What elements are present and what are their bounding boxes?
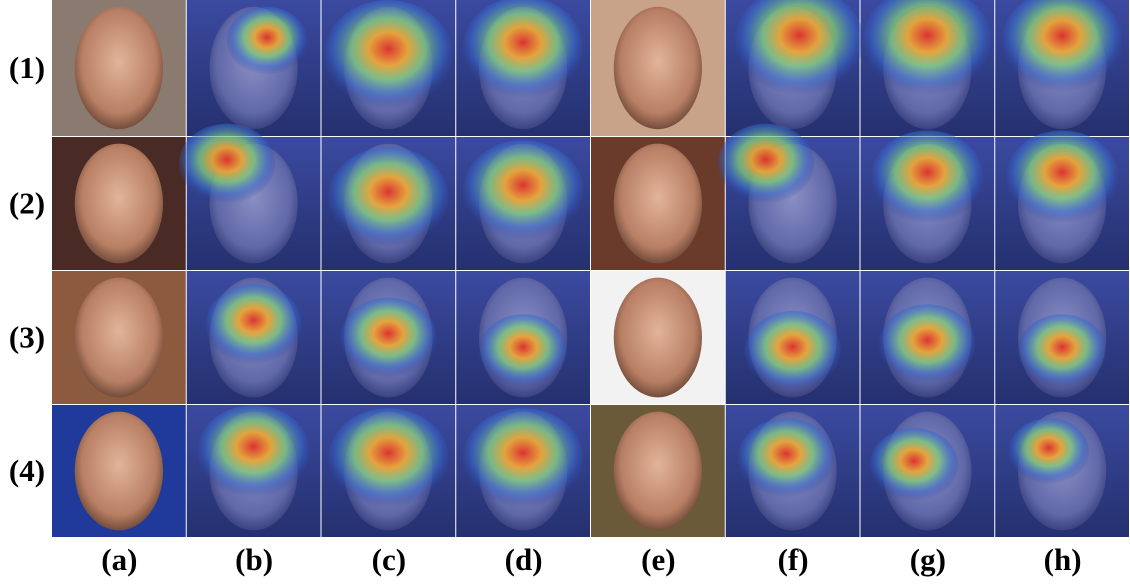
heatmap: [479, 314, 567, 387]
figure: (1) (2) (3) (4) (a) (b) (c) (d) (e) (f) (g) (h): [0, 0, 1130, 581]
attention-map: [861, 130, 995, 270]
heatmap: [744, 311, 840, 391]
attention-map: [456, 0, 590, 136]
attention-map: [726, 0, 864, 136]
heatmap: [328, 147, 448, 247]
column-label: (e): [641, 542, 675, 577]
column-label: (c): [372, 542, 406, 577]
heatmap: [1009, 418, 1089, 484]
heatmap: [879, 304, 975, 384]
column-label: (f): [778, 542, 809, 577]
face: [75, 412, 163, 531]
column-label: (h): [1044, 542, 1082, 577]
face: [75, 7, 163, 129]
face-photo: [591, 0, 725, 136]
heatmap: [324, 0, 452, 109]
attention-map: [995, 405, 1129, 537]
face-photo: [591, 405, 725, 537]
face: [75, 278, 163, 398]
attention-map: [995, 130, 1129, 270]
column-label: (d): [505, 542, 543, 577]
column-label: (g): [910, 542, 946, 577]
face-photo: [52, 271, 186, 404]
heatmap: [179, 124, 275, 204]
attention-map: [861, 271, 995, 404]
attention-map: [726, 405, 860, 537]
face-photo: [52, 405, 186, 537]
attention-map: [456, 271, 590, 404]
attention-map: [726, 271, 860, 404]
face: [614, 7, 702, 129]
heatmap: [1006, 130, 1118, 223]
attention-map: [995, 0, 1129, 136]
attention-map: [861, 0, 995, 136]
face-photo: [52, 137, 186, 270]
face: [614, 278, 702, 398]
row-label: (3): [9, 320, 45, 355]
attention-map: [456, 405, 590, 537]
face: [614, 144, 702, 264]
attention-map: [179, 124, 321, 270]
heatmap: [1018, 314, 1106, 387]
attention-map: [718, 124, 860, 270]
face: [75, 144, 163, 264]
face-photo: [591, 137, 725, 270]
attention-map: [456, 137, 590, 270]
heatmap: [328, 408, 448, 507]
attention-map: [995, 271, 1129, 404]
row-label: (1): [9, 50, 45, 85]
attention-map: [322, 0, 456, 136]
heatmap: [227, 7, 307, 75]
heatmap: [738, 418, 834, 497]
attention-map: [322, 271, 456, 404]
heatmap: [463, 140, 583, 240]
attention-map: [322, 405, 456, 537]
heatmap: [340, 298, 436, 378]
face-photo: [52, 0, 186, 136]
heatmap: [463, 0, 583, 99]
heatmap: [197, 405, 309, 497]
face-photo: [591, 271, 725, 404]
heatmap: [205, 284, 301, 364]
column-label: (a): [101, 542, 137, 577]
row-label: (4): [9, 453, 45, 488]
image-grid: [52, 0, 1129, 537]
attention-map: [187, 0, 321, 136]
column-label: (b): [235, 542, 273, 577]
heatmap: [870, 428, 958, 501]
face: [614, 412, 702, 531]
row-label: (2): [9, 186, 45, 221]
attention-map: [861, 405, 995, 537]
heatmap: [463, 408, 583, 507]
attention-map: [187, 271, 321, 404]
attention-map: [187, 405, 321, 537]
attention-map: [322, 137, 456, 270]
heatmap: [871, 130, 983, 223]
heatmap: [718, 124, 814, 204]
